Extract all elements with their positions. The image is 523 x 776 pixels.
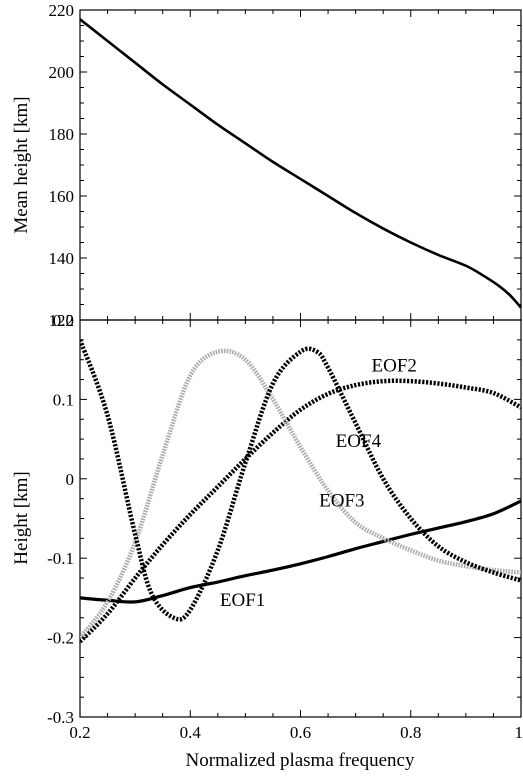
- mean-height-plot-frame: [79, 9, 522, 321]
- eof-line-eof2: [80, 378, 521, 644]
- mean-height-x-ticks: [79, 10, 522, 320]
- eof-annotations: EOF2 EOF4 EOF3 EOF1: [220, 356, 417, 611]
- annotation-eof4: EOF4: [336, 431, 382, 452]
- mean-height-y-axis-label: Mean height [km]: [11, 96, 32, 233]
- eof-x-tick-label: 0.2: [69, 723, 90, 742]
- mean-height-y-tick-label: 180: [49, 125, 75, 144]
- eof-line-eof4: [80, 339, 521, 622]
- mean-height-y-tick-label: 120: [49, 311, 75, 330]
- eof-panel: 0.2 0.4 0.6 0.8 1 -0.3-0.2-0.100.10.2 EOF2EO…: [11, 311, 523, 771]
- eof-y-axis-label: Height [km]: [11, 471, 32, 564]
- mean-height-y-tick-label: 140: [49, 249, 75, 268]
- mean-height-y-tick-label: 220: [49, 1, 75, 20]
- eof-plot-frame: [79, 319, 522, 718]
- eof-line-eof3: [80, 348, 521, 640]
- eof-x-tick-label: 0.4: [180, 723, 202, 742]
- eof-y-tick-label: -0.1: [47, 549, 74, 568]
- eof-lines: [80, 339, 521, 644]
- annotation-eof3: EOF3: [319, 491, 364, 512]
- eof-x-tick-label: 1: [515, 723, 523, 742]
- eof-x-axis-label: Normalized plasma frequency: [186, 750, 415, 771]
- mean-height-y-ticks: 120 140 160 180 200 220: [49, 1, 521, 330]
- eof-x-ticks: 0.2 0.4 0.6 0.8 1: [69, 320, 523, 742]
- annotation-eof2: EOF2: [372, 356, 417, 377]
- mean-height-lines: [79, 18, 522, 309]
- mean-height-y-tick-label: 200: [49, 63, 75, 82]
- eof-y-tick-label: -0.2: [47, 629, 74, 648]
- eof-y-tick-label: 0.2: [53, 311, 74, 330]
- eof-y-tick-label: 0: [66, 470, 75, 489]
- mean-height-panel: 120 140 160 180 200 220 Mean height [km]: [11, 1, 522, 330]
- eof-x-tick-label: 0.6: [290, 723, 311, 742]
- eof-x-tick-label: 0.8: [400, 723, 421, 742]
- eof-y-tick-label: 0.1: [53, 390, 74, 409]
- mean-height-line: [79, 18, 522, 309]
- annotation-eof1: EOF1: [220, 590, 265, 611]
- eof-y-tick-label: -0.3: [47, 708, 74, 727]
- mean-height-y-tick-label: 160: [49, 187, 75, 206]
- eof-line-eof1: [80, 499, 521, 604]
- eof-y-ticks: -0.3 -0.2 -0.1 0 0.1 0.2: [47, 311, 521, 727]
